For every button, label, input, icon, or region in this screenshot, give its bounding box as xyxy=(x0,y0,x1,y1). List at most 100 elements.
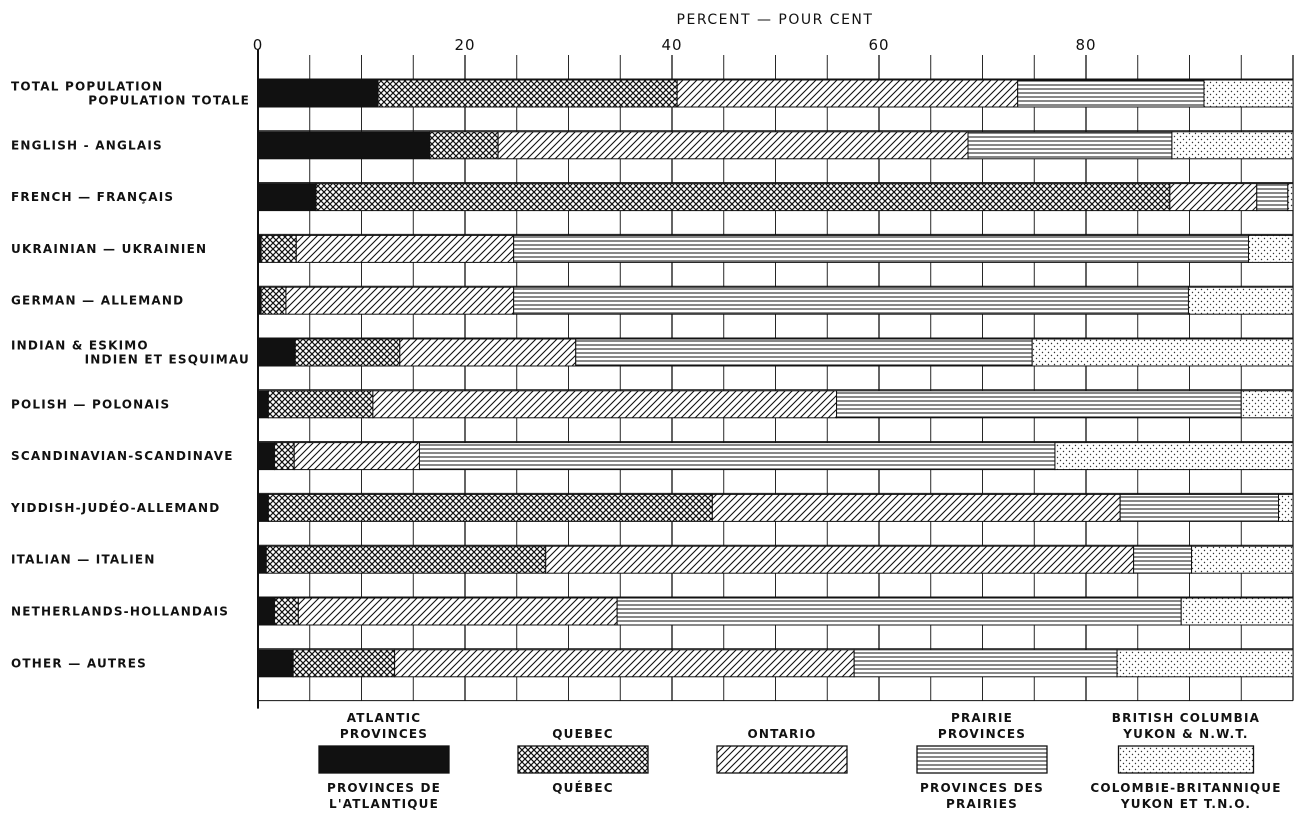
category-label: OTHER — AUTRES xyxy=(11,656,147,670)
x-tick-label: 20 xyxy=(454,36,475,54)
bar-segment-s1-r7 xyxy=(274,442,295,471)
bar-segment-s3-r11 xyxy=(853,649,1118,678)
bar-segment-s2-r3 xyxy=(295,234,515,263)
bar-segment-s2-r6 xyxy=(372,390,838,419)
x-axis-title: PERCENT — POUR CENT xyxy=(677,12,874,28)
bar-segment-s1-r0 xyxy=(377,79,678,108)
legend-label: PROVINCES xyxy=(938,727,1026,741)
bar-segment-s4-r9 xyxy=(1191,545,1294,574)
bar-segment-s4-r5 xyxy=(1031,338,1294,367)
bar-segment-s4-r0 xyxy=(1203,79,1294,108)
bar-segment-s0-r0 xyxy=(257,79,379,108)
bar-segment-s3-r2 xyxy=(1256,183,1289,212)
bar-segment-s0-r1 xyxy=(257,131,431,160)
bar-segment-s3-r0 xyxy=(1017,79,1205,108)
bar-segment-s2-r1 xyxy=(497,131,969,160)
category-label: POPULATION TOTALE xyxy=(88,94,250,108)
legend-label-fr: QUÉBEC xyxy=(552,780,614,795)
bar-segment-s4-r3 xyxy=(1247,234,1294,263)
x-tick-label: 40 xyxy=(661,36,682,54)
x-tick-label: 0 xyxy=(253,36,264,54)
category-label: FRENCH — FRANÇAIS xyxy=(11,190,174,204)
bar-segment-s4-r10 xyxy=(1180,597,1294,626)
category-label: UKRAINIAN — UKRAINIEN xyxy=(11,242,207,256)
bar-segment-s2-r2 xyxy=(1169,183,1258,212)
bar-segment-s2-r7 xyxy=(293,442,420,471)
bar-segment-s0-r10 xyxy=(257,597,276,626)
category-label: ENGLISH - ANGLAIS xyxy=(11,138,163,152)
bar-segment-s1-r11 xyxy=(292,649,396,678)
bar-segment-s0-r11 xyxy=(257,649,294,678)
bar-segment-s4-r8 xyxy=(1278,493,1294,522)
bar-segment-s3-r10 xyxy=(616,597,1182,626)
x-tick-label: 80 xyxy=(1075,36,1096,54)
bar-segment-s1-r9 xyxy=(265,545,547,574)
legend-label-fr: YUKON ET T.N.O. xyxy=(1120,797,1251,811)
bar-segment-s3-r6 xyxy=(836,390,1242,419)
bar-segment-s0-r5 xyxy=(257,338,296,367)
category-label: NETHERLANDS-HOLLANDAIS xyxy=(11,605,229,619)
legend-swatch xyxy=(1117,745,1255,774)
legend-swatch xyxy=(517,745,649,774)
legend-label: QUEBEC xyxy=(552,727,614,741)
x-tick-label: 60 xyxy=(868,36,889,54)
bar-segment-s3-r9 xyxy=(1133,545,1193,574)
bar-segment-s1-r6 xyxy=(267,390,374,419)
legend-label: PROVINCES xyxy=(340,727,428,741)
bar-segment-s2-r4 xyxy=(285,286,515,315)
legend-label: YUKON & N.W.T. xyxy=(1122,727,1248,741)
bar-segment-s4-r11 xyxy=(1116,649,1294,678)
bar-segment-s1-r10 xyxy=(274,597,299,626)
bar-segment-s0-r6 xyxy=(257,390,269,419)
legend-label: PRAIRIE xyxy=(951,711,1013,725)
bar-segment-s4-r1 xyxy=(1171,131,1294,160)
bar-segment-s0-r2 xyxy=(257,183,317,212)
bar-segment-s2-r10 xyxy=(297,597,618,626)
bar-segment-s4-r4 xyxy=(1187,286,1294,315)
bar-segment-s4-r6 xyxy=(1240,390,1294,419)
bar-segment-s2-r9 xyxy=(545,545,1135,574)
category-label: ITALIAN — ITALIEN xyxy=(11,553,156,567)
bar-segment-s3-r4 xyxy=(513,286,1189,315)
legend-label: ONTARIO xyxy=(747,727,816,741)
legend-label-fr: PROVINCES DE xyxy=(327,781,441,795)
legend-label: ATLANTIC xyxy=(347,711,422,725)
category-label: SCANDINAVIAN-SCANDINAVE xyxy=(11,449,234,463)
legend-label: BRITISH COLUMBIA xyxy=(1112,711,1260,725)
bar-segment-s4-r7 xyxy=(1054,442,1294,471)
bar-segment-s4-r2 xyxy=(1287,183,1294,212)
legend-label-fr: COLOMBIE-BRITANNIQUE xyxy=(1090,781,1281,795)
category-label: POLISH — POLONAIS xyxy=(11,397,170,411)
bar-segment-s0-r7 xyxy=(257,442,276,471)
bar-segment-s0-r9 xyxy=(257,545,267,574)
bar-segment-s2-r0 xyxy=(676,79,1019,108)
bar-segment-s3-r3 xyxy=(513,234,1249,263)
bar-segment-s2-r11 xyxy=(394,649,855,678)
legend-swatch xyxy=(716,745,848,774)
legend-label-fr: PRAIRIES xyxy=(946,797,1018,811)
legend-label-fr: L'ATLANTIQUE xyxy=(329,797,439,811)
bar-segment-s0-r8 xyxy=(257,493,269,522)
bar-segment-s1-r1 xyxy=(429,131,499,160)
legend-label-fr: PROVINCES DES xyxy=(920,781,1044,795)
bar-segment-s3-r5 xyxy=(575,338,1033,367)
legend-swatch xyxy=(318,745,450,774)
legend: ATLANTIC PROVINCES PROVINCES DE L'ATLANTIQU… xyxy=(318,711,1281,811)
bar-segment-s1-r3 xyxy=(260,234,297,263)
bar-segment-s2-r8 xyxy=(711,493,1121,522)
legend-swatch xyxy=(916,745,1048,774)
category-label: TOTAL POPULATION xyxy=(11,80,163,94)
category-label: YIDDISH-JUDÉO-ALLEMAND xyxy=(10,500,220,515)
bar-segment-s2-r5 xyxy=(399,338,577,367)
bar-segment-s1-r5 xyxy=(294,338,401,367)
bar-segment-s3-r1 xyxy=(967,131,1173,160)
bar-segment-s3-r8 xyxy=(1119,493,1280,522)
bar-segment-s3-r7 xyxy=(418,442,1056,471)
bar-segment-s1-r2 xyxy=(315,183,1171,212)
bar-segment-s1-r8 xyxy=(267,493,713,522)
category-label: GERMAN — ALLEMAND xyxy=(11,294,184,308)
bar-segment-s1-r4 xyxy=(260,286,287,315)
category-label: INDIEN ET ESQUIMAU xyxy=(85,353,250,367)
category-label: INDIAN & ESKIMO xyxy=(11,339,149,353)
